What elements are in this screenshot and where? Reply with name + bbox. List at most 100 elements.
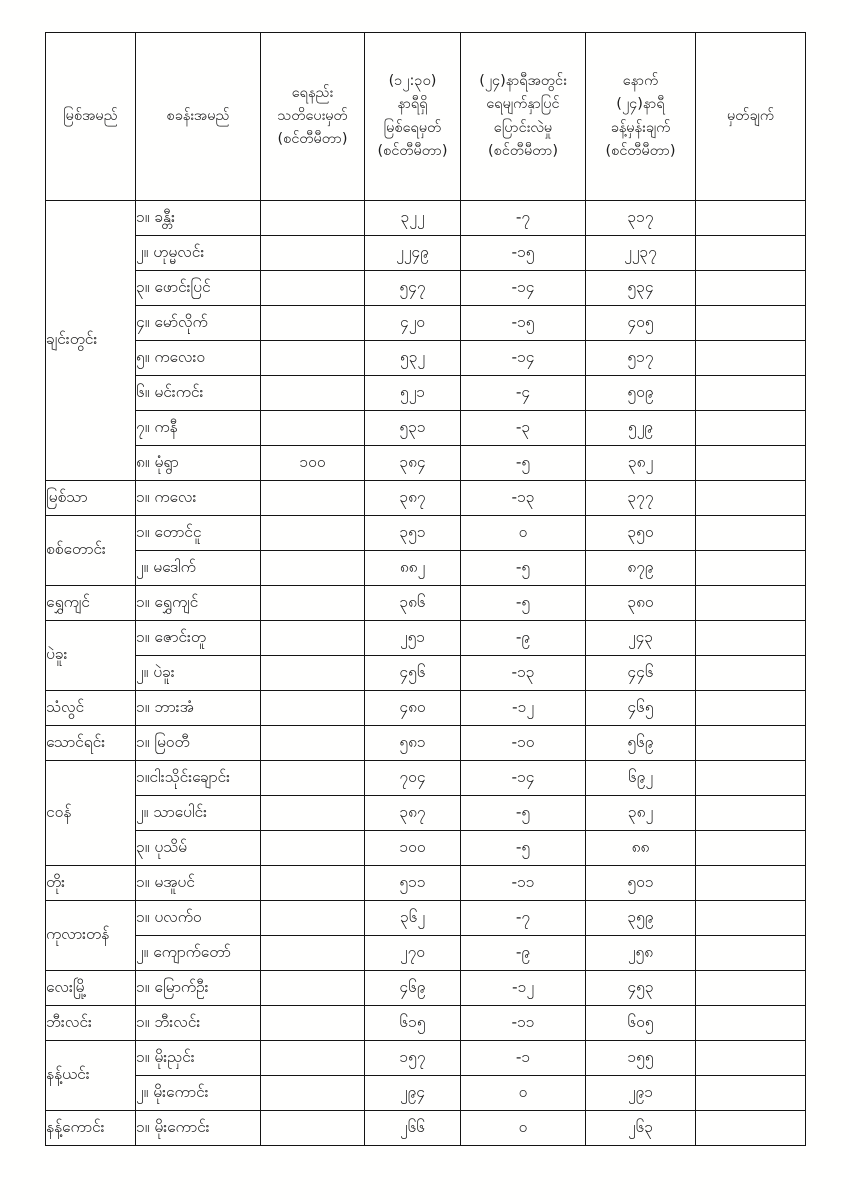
- table-row: လေးမြို့ ၁။ မြောက်ဦး ၄၆၉ -၁၂ ၄၅၃: [45, 970, 806, 1006]
- remark-cell: [695, 795, 806, 831]
- forecast-cell: ၃၁၇: [585, 200, 696, 236]
- low-water-warning-cell: [260, 725, 365, 761]
- river-name-cell: လေးမြို့: [45, 970, 136, 1006]
- change-24h-cell: -၁၁: [460, 865, 586, 901]
- table-row: ၃။ ဖောင်းပြင် ၅၄၇ -၁၄ ၅၃၄: [46, 270, 806, 306]
- forecast-cell: ၂၂၃၇: [585, 235, 696, 271]
- low-water-warning-cell: [260, 795, 365, 831]
- table-row: ၆။ မင်းကင်း ၅၂၁ -၄ ၅၀၉: [46, 375, 806, 411]
- table-row: ၇။ ကနီ ၅၃၁ -၃ ၅၂၉: [46, 410, 806, 446]
- table-row: ၂။ မိုးကောင်း ၂၉၄၀၂၉၁: [46, 1075, 806, 1111]
- station-name-cell: ၂။ ပဲခူး: [135, 655, 261, 691]
- station-name-cell: ၁။ ရွှေကျင်: [135, 585, 261, 621]
- table-row: ၂။ မဒေါက် ၈၈၂ -၅ ၈၇၉: [46, 550, 806, 586]
- low-water-warning-cell: [260, 200, 365, 236]
- forecast-cell: ၂၅၈: [585, 935, 696, 971]
- water-level-cell: ၃၆၂: [364, 900, 461, 936]
- remark-cell: [695, 200, 806, 236]
- river-name-cell: နန့်ယင်း: [45, 1040, 136, 1111]
- change-24h-cell: -၁၂: [460, 970, 586, 1006]
- station-name-cell: ၁။ မိုးကောင်း: [135, 1110, 261, 1146]
- water-level-cell: ၂၉၄: [364, 1075, 461, 1111]
- remark-cell: [695, 690, 806, 726]
- remark-cell: [695, 935, 806, 971]
- change-24h-cell: -၅: [460, 830, 586, 866]
- header-river-name: မြစ်အမည်: [45, 32, 136, 201]
- station-name-cell: ၃။ ပုသိမ်: [135, 830, 261, 866]
- change-24h-cell: -၁၅: [460, 235, 586, 271]
- station-name-cell: ၆။ မင်းကင်း: [135, 375, 261, 411]
- station-name-cell: ၁။ ခန္တီး: [135, 200, 261, 236]
- forecast-cell: ၈၈: [585, 830, 696, 866]
- table-row: တိုး ၁။ မအူပင် ၅၁၁ -၁၁ ၅၀၁: [45, 865, 806, 901]
- change-24h-cell: -၅: [460, 445, 586, 481]
- station-name-cell: ၂။ ကျောက်တော်: [135, 935, 261, 971]
- station-name-cell: ၁။ မိုးညှင်း: [135, 1040, 261, 1076]
- table-row: ၂။ ဟုမ္မလင်း ၂၂၄၉ -၁၅ ၂၂၃၇: [46, 235, 806, 271]
- header-forecast-24h: နောက် (၂၄)နာရီ ခန့်မှန်းချက် (စင်တီမီတာ): [585, 32, 696, 201]
- change-24h-cell: -၁၄: [460, 270, 586, 306]
- change-24h-cell: -၉: [460, 620, 586, 656]
- table-row: ၈။ မုံရွာ ၁၀၀ ၃၈၄ -၅ ၃၈၂: [46, 445, 806, 481]
- water-level-cell: ၅၁၁: [364, 865, 461, 901]
- change-24h-cell: -၃: [460, 410, 586, 446]
- water-level-cell: ၂၅၁: [364, 620, 461, 656]
- change-24h-cell: -၉: [460, 935, 586, 971]
- table-header: မြစ်အမည် စခန်းအမည် ရေနည်း သတိပေးမှတ် (စင…: [45, 32, 806, 201]
- remark-cell: [695, 830, 806, 866]
- forecast-cell: ၂၆၃: [585, 1110, 696, 1146]
- table-row: ရွှေကျင် ၁။ ရွှေကျင် ၃၈၆ -၅ ၃၈၀: [45, 585, 806, 621]
- water-level-cell: ၈၈၂: [364, 550, 461, 586]
- table-row: မြစ်သာ ၁။ ကလေး ၃၈၇ -၁၃ ၃၇၇: [45, 480, 806, 516]
- forecast-cell: ၅၁၇: [585, 340, 696, 376]
- station-name-cell: ၈။ မုံရွာ: [135, 445, 261, 481]
- water-level-cell: ၅၃၂: [364, 340, 461, 376]
- water-level-cell: ၁၅၇: [364, 1040, 461, 1076]
- remark-cell: [695, 410, 806, 446]
- table-row: ၂။ သာပေါင်း ၃၈၇ -၅ ၃၈၂: [46, 795, 806, 831]
- table-row: ချင်းတွင်း ၁။ ခန္တီး ၃၂၂ -၇ ၃၁၇: [45, 200, 806, 481]
- river-name-cell: သောင်ရင်း: [45, 725, 136, 761]
- low-water-warning-cell: [260, 690, 365, 726]
- low-water-warning-cell: [260, 1005, 365, 1041]
- low-water-warning-cell: [260, 410, 365, 446]
- low-water-warning-cell: [260, 550, 365, 586]
- table-row: စစ်တောင်း ၁။ တောင်ငူ ၃၅၁၀၃၅၀: [45, 515, 806, 586]
- water-level-cell: ၃၂၂: [364, 200, 461, 236]
- low-water-warning-cell: [260, 340, 365, 376]
- change-24h-cell: -၅: [460, 795, 586, 831]
- remark-cell: [695, 550, 806, 586]
- header-change-24h: (၂၄)နာရီအတွင်း ရေမျက်နှာပြင် ပြောင်းလဲမှ…: [460, 32, 586, 201]
- change-24h-cell: -၁၂: [460, 690, 586, 726]
- water-level-cell: ၃၅၁: [364, 515, 461, 551]
- low-water-warning-cell: [260, 655, 365, 691]
- header-remark: မှတ်ချက်: [695, 32, 806, 201]
- forecast-cell: ၃၅၉: [585, 900, 696, 936]
- water-level-cell: ၅၄၇: [364, 270, 461, 306]
- forecast-cell: ၃၈၂: [585, 445, 696, 481]
- river-name-cell: ငဝန်: [45, 760, 136, 866]
- station-name-cell: ၁။ငါးသိုင်းချောင်း: [135, 760, 261, 796]
- remark-cell: [695, 760, 806, 796]
- remark-cell: [695, 445, 806, 481]
- remark-cell: [695, 970, 806, 1006]
- forecast-cell: ၆၀၅: [585, 1005, 696, 1041]
- forecast-cell: ၃၈၀: [585, 585, 696, 621]
- low-water-warning-cell: [260, 970, 365, 1006]
- low-water-warning-cell: [260, 830, 365, 866]
- water-level-cell: ၃၈၆: [364, 585, 461, 621]
- header-station-name: စခန်းအမည်: [135, 32, 261, 201]
- low-water-warning-cell: [260, 760, 365, 796]
- station-name-cell: ၂။ သာပေါင်း: [135, 795, 261, 831]
- water-level-cell: ၅၃၁: [364, 410, 461, 446]
- low-water-warning-cell: ၁၀၀: [260, 445, 365, 481]
- table-row: သောင်ရင်း ၁။ မြဝတီ ၅၈၁ -၁၀ ၅၆၉: [45, 725, 806, 761]
- station-name-cell: ၂။ ဟုမ္မလင်း: [135, 235, 261, 271]
- river-name-cell: ချင်းတွင်း: [45, 200, 136, 481]
- forecast-cell: ၅၂၉: [585, 410, 696, 446]
- water-level-cell: ၄၂၀: [364, 305, 461, 341]
- station-name-cell: ၄။ မော်လိုက်: [135, 305, 261, 341]
- forecast-cell: ၄၆၅: [585, 690, 696, 726]
- change-24h-cell: -၁၀: [460, 725, 586, 761]
